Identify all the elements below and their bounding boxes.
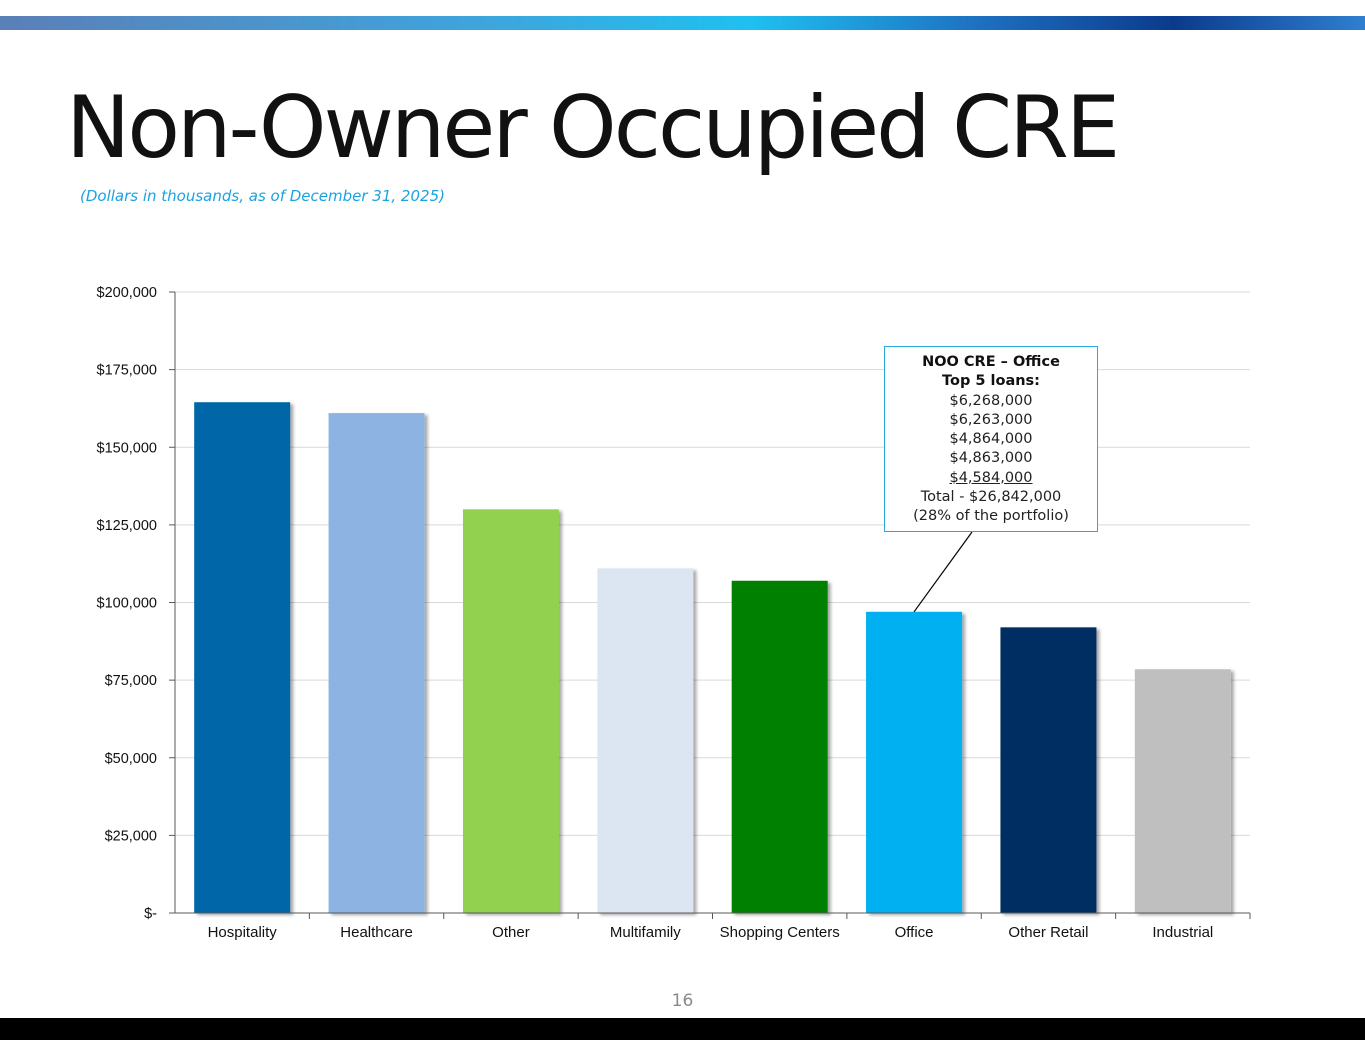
- callout-subheading: Top 5 loans:: [942, 373, 1040, 390]
- callout-loan: $4,864,000: [949, 431, 1033, 448]
- page-title: Non-Owner Occupied CRE: [66, 78, 1120, 178]
- x-tick-label: Multifamily: [610, 924, 681, 941]
- footer-bar: [0, 1018, 1365, 1040]
- callout-loan: $6,268,000: [949, 392, 1033, 409]
- y-tick-label: $175,000: [97, 363, 157, 379]
- y-tick-label: $75,000: [105, 673, 157, 689]
- callout-loan: $4,863,000: [949, 450, 1033, 467]
- bar-chart: $- $25,000 $50,000 $75,000 $100,000 $125,000 $…: [97, 285, 1251, 941]
- axes: $- $25,000 $50,000 $75,000 $100,000 $125,000 $…: [97, 285, 1251, 941]
- y-tick-label: $125,000: [97, 518, 157, 534]
- y-tick-label: $100,000: [97, 596, 157, 612]
- x-tick-label: Office: [895, 924, 934, 941]
- bar-shopping-centers: [731, 580, 828, 913]
- callout-heading: NOO CRE – Office: [922, 354, 1060, 370]
- y-tick-label: $25,000: [105, 828, 157, 844]
- bar-office: [866, 611, 963, 913]
- header-accent-bar: [0, 16, 1365, 30]
- x-tick-label: Hospitality: [208, 924, 278, 941]
- x-tick-label: Healthcare: [340, 924, 413, 941]
- x-tick-label: Other: [492, 924, 530, 941]
- callout-loan: $4,584,000: [949, 469, 1033, 486]
- x-tick-label: Other Retail: [1008, 924, 1088, 941]
- page-number: 16: [671, 991, 694, 1011]
- callout-leader: [913, 531, 973, 613]
- y-tick-label: $200,000: [97, 285, 157, 301]
- bar-healthcare: [328, 413, 425, 913]
- bars: [194, 402, 1231, 913]
- bar-hospitality: [194, 402, 291, 913]
- callout-leader-line: [913, 531, 973, 613]
- callout-total: Total - $26,842,000: [920, 489, 1062, 506]
- x-tick-label: Industrial: [1152, 924, 1213, 941]
- callout-loan: $6,263,000: [949, 411, 1033, 428]
- bar-industrial: [1134, 669, 1231, 913]
- chart-subtitle: (Dollars in thousands, as of December 31…: [80, 187, 445, 205]
- y-tick-label: $50,000: [105, 751, 157, 767]
- y-tick-label: $-: [144, 906, 157, 922]
- y-tick-label: $150,000: [97, 440, 157, 456]
- callout-share: (28% of the portfolio): [913, 508, 1069, 525]
- office-loans-callout: NOO CRE – Office Top 5 loans: $6,268,000…: [884, 346, 1098, 532]
- bar-other-retail: [1000, 627, 1097, 913]
- bar-multifamily: [597, 568, 694, 913]
- x-tick-label: Shopping Centers: [720, 924, 840, 941]
- bar-other: [462, 509, 559, 913]
